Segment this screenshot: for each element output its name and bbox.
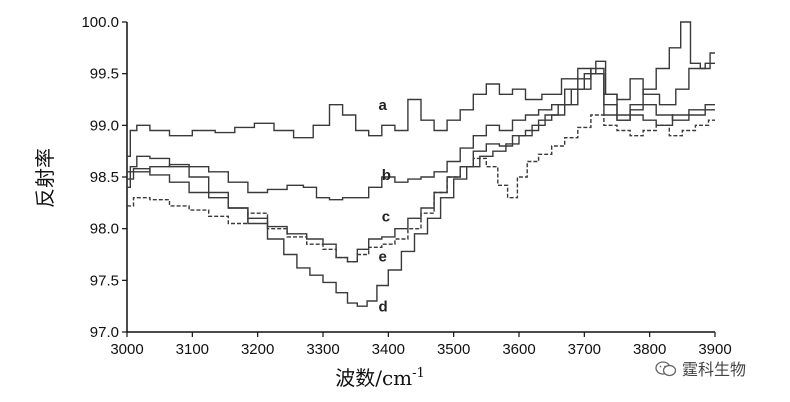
series-label-d: d (379, 298, 388, 315)
series-label-a: a (379, 97, 388, 114)
x-tick-label: 3800 (633, 341, 666, 358)
series-labels: a b c d e (379, 97, 391, 316)
y-axis-title: 反射率 (33, 148, 57, 208)
axis-ticks: 3000 3100 3200 3300 3400 3500 3600 3700 3800 3900… (81, 14, 731, 358)
series-line-d (127, 21, 715, 307)
y-tick-label: 98.0 (90, 221, 119, 238)
y-tick-label: 99.0 (90, 117, 119, 134)
series-label-b: b (382, 167, 391, 184)
series-line-e (127, 114, 715, 263)
series-line-b (127, 67, 715, 201)
x-tick-label: 3400 (372, 341, 405, 358)
series-line-a (127, 62, 715, 157)
x-tick-label: 3600 (502, 341, 535, 358)
y-tick-label: 100.0 (81, 14, 119, 31)
x-tick-label: 3700 (568, 341, 601, 358)
x-tick-label: 3900 (698, 341, 731, 358)
x-tick-label: 3200 (241, 341, 274, 358)
x-tick-label: 3000 (110, 341, 143, 358)
x-tick-label: 3300 (306, 341, 339, 358)
series-label-c: c (382, 208, 390, 225)
x-tick-label: 3500 (437, 341, 470, 358)
watermark: 霆科生物 (655, 356, 746, 380)
wechat-icon (655, 361, 677, 377)
y-tick-label: 98.5 (90, 169, 119, 186)
x-axis-title: 波数/cm-1 (335, 366, 425, 390)
x-axis-title-text: 波数/cm (335, 366, 412, 390)
x-tick-label: 3100 (176, 341, 209, 358)
y-tick-label: 97.0 (90, 324, 119, 341)
watermark-text: 霆科生物 (682, 360, 747, 379)
series-lines (127, 21, 715, 307)
y-tick-label: 97.5 (90, 272, 119, 289)
series-label-e: e (379, 249, 387, 266)
y-tick-label: 99.5 (90, 66, 119, 83)
x-axis-title-sup: -1 (412, 366, 425, 381)
